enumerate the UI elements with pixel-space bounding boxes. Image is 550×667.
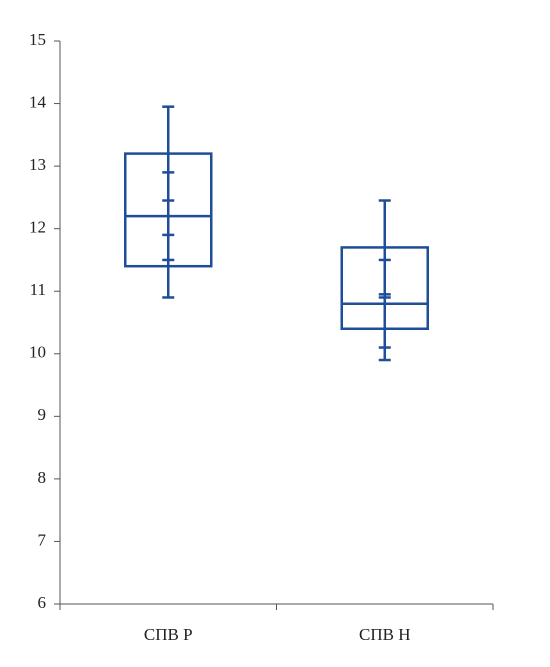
y-tick-label: 10 — [29, 343, 46, 362]
x-tick-label: СПВ Н — [359, 625, 410, 644]
y-tick-label: 12 — [29, 218, 46, 237]
x-tick-label: СПВ Р — [144, 625, 193, 644]
y-tick-label: 6 — [38, 593, 47, 612]
y-tick-label: 14 — [29, 92, 47, 111]
y-tick-label: 11 — [30, 280, 46, 299]
box — [340, 246, 429, 331]
y-tick-label: 13 — [29, 155, 46, 174]
y-tick-label: 15 — [29, 30, 46, 49]
y-tick-label: 9 — [38, 405, 47, 424]
y-tick-label: 7 — [38, 530, 47, 549]
box — [124, 152, 213, 268]
y-tick-label: 8 — [38, 468, 47, 487]
